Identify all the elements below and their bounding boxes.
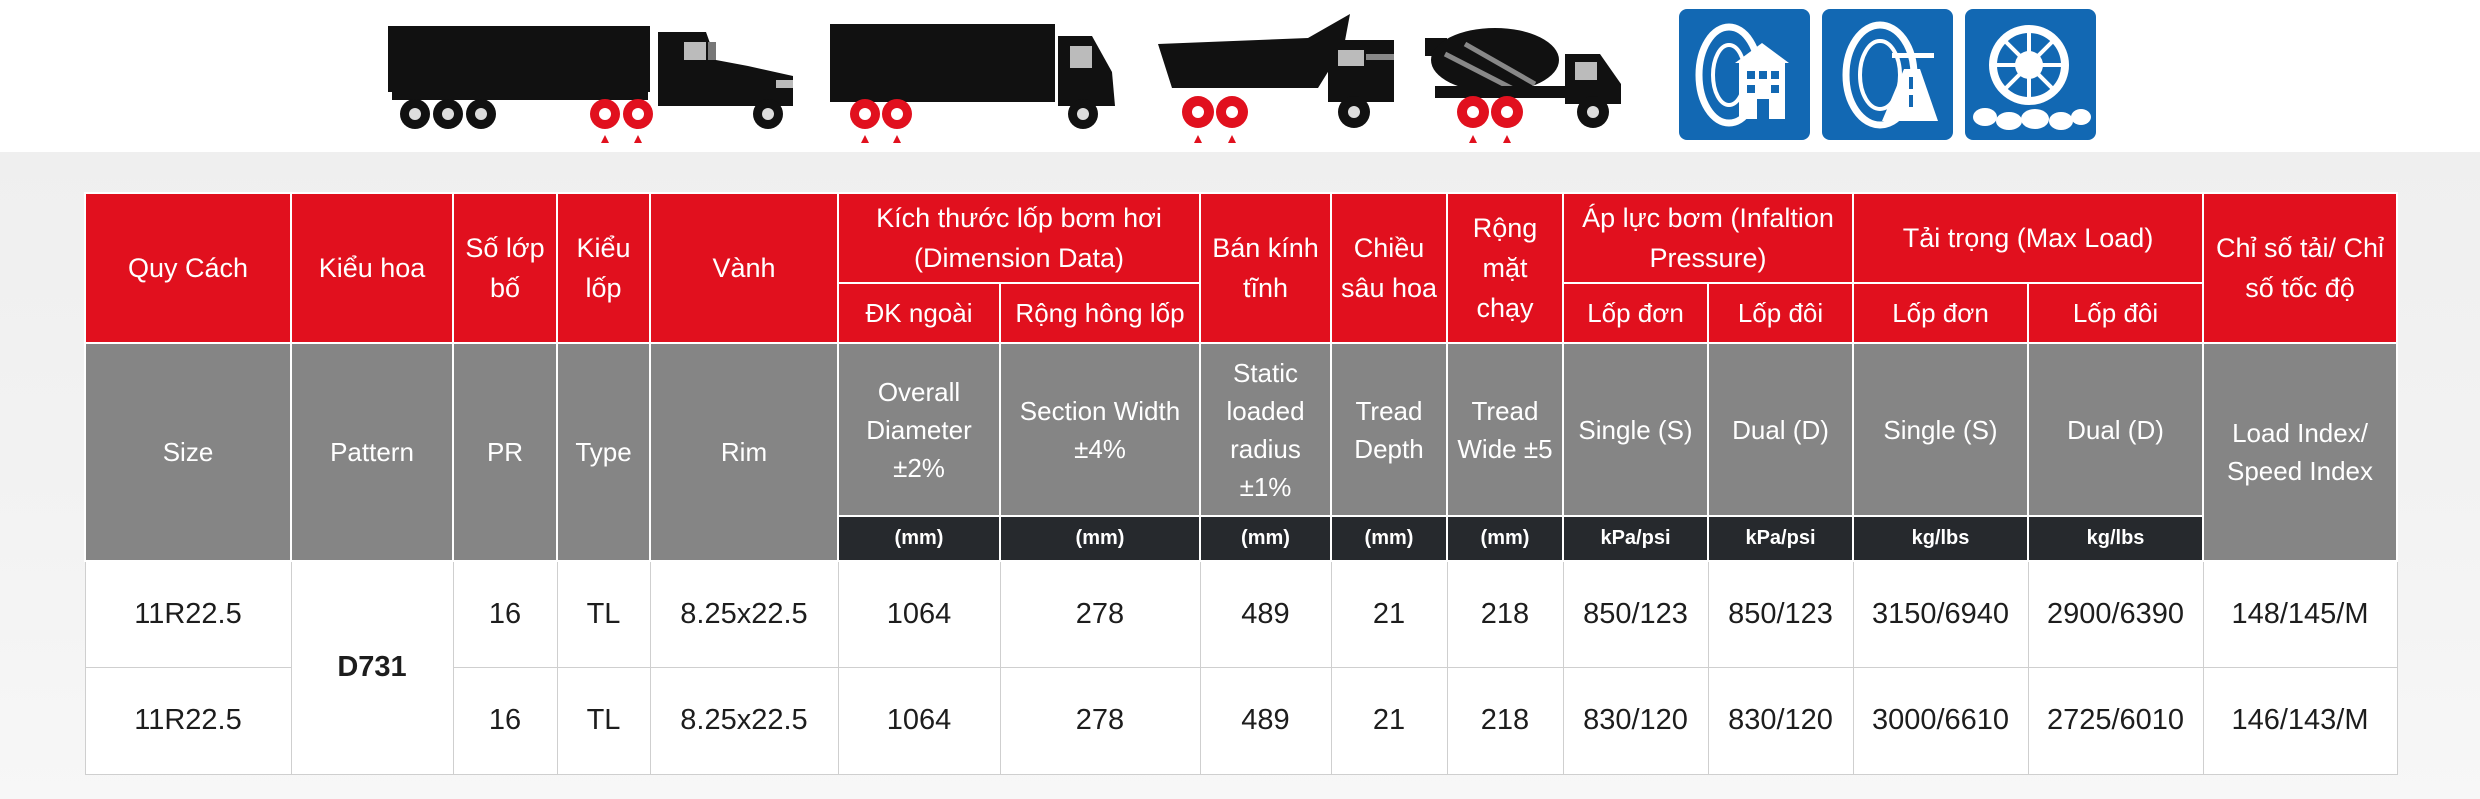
urban-road-tire-icon	[1679, 9, 1810, 140]
header-section-width-vi: Rộng hông lốp	[999, 282, 1201, 344]
header-pr-vi: Số lớp bố	[452, 192, 558, 344]
header-inflation-single-en: Single (S)	[1562, 342, 1709, 517]
cell-type: TL	[556, 666, 651, 775]
cell-size: 11R22.5	[84, 666, 292, 775]
cell-inflation-dual: 850/123	[1707, 560, 1854, 668]
cell-pattern: D731	[290, 560, 454, 775]
header-index-en: Load Index/ Speed Index	[2202, 342, 2399, 562]
cell-rim: 8.25x22.5	[649, 560, 839, 668]
cell-load-single: 3000/6610	[1852, 666, 2029, 775]
header-inflation-dual-vi: Lốp đôi	[1707, 282, 1854, 344]
header-inflation-dual-en: Dual (D)	[1707, 342, 1854, 517]
cell-pr: 16	[452, 560, 558, 668]
header-row-en: Size Pattern PR Type Rim Overall Diamete…	[84, 342, 2399, 562]
header-pr-en: PR	[452, 342, 558, 562]
cell-size: 11R22.5	[84, 560, 292, 668]
cell-section-width: 278	[999, 666, 1201, 775]
units-row: (mm) (mm) (mm) (mm) (mm) kPa/psi kPa/psi…	[85, 515, 2397, 562]
unit-load-dual: kg/lbs	[2026, 515, 2205, 562]
cell-rim: 8.25x22.5	[649, 666, 839, 775]
header-tread-wide-en: Tread Wide ±5	[1446, 342, 1564, 517]
header-pattern-vi: Kiểu hoa	[290, 192, 454, 344]
header-dimension-vi: Kích thước lốp bơm hơi (Dimension Data)	[837, 192, 1201, 284]
unit-tread-depth: (mm)	[1330, 515, 1448, 562]
cell-tread-depth: 21	[1330, 560, 1448, 668]
header-inflation-vi: Áp lực bơm (Infaltion Pressure)	[1562, 192, 1854, 284]
tire-spec-table: Quy Cách Kiểu hoa Số lớp bố Kiểu lốp Vàn…	[84, 192, 2399, 775]
cell-static-radius: 489	[1199, 666, 1332, 775]
unit-inflation-single: kPa/psi	[1562, 515, 1709, 562]
semi-truck-icon	[388, 14, 798, 144]
header-overall-diameter-vi: ĐK ngoài	[837, 282, 1001, 344]
header-row-vi: Quy Cách Kiểu hoa Số lớp bố Kiểu lốp Vàn…	[84, 192, 2399, 344]
unit-overall-diameter: (mm)	[837, 515, 1001, 562]
header-rim-en: Rim	[649, 342, 839, 562]
cell-inflation-dual: 830/120	[1707, 666, 1854, 775]
table-row: 11R22.5 D731 16 TL 8.25x22.5 1064 278 48…	[84, 560, 2398, 775]
header-max-load-vi: Tải trọng (Max Load)	[1851, 192, 2205, 284]
cell-overall-diameter: 1064	[837, 560, 1001, 668]
header-tread-depth-vi: Chiều sâu hoa	[1330, 192, 1448, 344]
cell-section-width: 278	[999, 560, 1201, 668]
header-tread-wide-vi: Rộng mặt chạy	[1446, 192, 1564, 344]
header-inflation-single-vi: Lốp đơn	[1562, 282, 1709, 344]
offroad-tire-icon	[1965, 9, 2096, 140]
table-row: 11R22.5 16 TL 8.25x22.5 1064 278 489 21 …	[84, 666, 2398, 775]
cell-tread-depth: 21	[1330, 666, 1448, 775]
cell-tread-wide: 218	[1446, 560, 1564, 668]
cell-load-dual: 2900/6390	[2027, 560, 2204, 668]
cell-tread-wide: 218	[1446, 666, 1564, 775]
cell-inflation-single: 850/123	[1562, 560, 1709, 668]
cell-pr: 16	[452, 666, 558, 775]
unit-load-single: kg/lbs	[1852, 515, 2029, 562]
header-type-en: Type	[556, 342, 651, 562]
header-load-single-en: Single (S)	[1852, 342, 2029, 517]
cell-load-dual: 2725/6010	[2027, 666, 2204, 775]
header-tread-depth-en: Tread Depth	[1330, 342, 1448, 517]
header-section-width-en: Section Width ±4%	[999, 342, 1201, 517]
header-pattern-en: Pattern	[290, 342, 454, 562]
header-load-single-vi: Lốp đơn	[1852, 282, 2029, 344]
box-truck-icon	[830, 14, 1120, 144]
unit-inflation-dual: kPa/psi	[1707, 515, 1854, 562]
highway-tire-icon	[1822, 9, 1953, 140]
unit-static-radius: (mm)	[1199, 515, 1332, 562]
cell-type: TL	[556, 560, 651, 668]
header-static-radius-vi: Bán kính tĩnh	[1199, 192, 1332, 344]
header-subrow-vi: ĐK ngoài Rộng hông lốp Lốp đơn Lốp đôi L…	[85, 282, 2397, 344]
header-load-dual-vi: Lốp đôi	[2026, 282, 2205, 344]
header-index-vi: Chỉ số tải/ Chỉ số tốc độ	[2202, 192, 2399, 344]
cell-inflation-single: 830/120	[1562, 666, 1709, 775]
header-size-vi: Quy Cách	[84, 192, 292, 344]
unit-tread-wide: (mm)	[1446, 515, 1564, 562]
unit-section-width: (mm)	[999, 515, 1201, 562]
cell-overall-diameter: 1064	[837, 666, 1001, 775]
cell-static-radius: 489	[1199, 560, 1332, 668]
header-static-radius-en: Static loaded radius ±1%	[1199, 342, 1332, 517]
header-overall-diameter-en: Overall Diameter ±2%	[837, 342, 1001, 517]
dump-truck-icon	[1158, 14, 1398, 144]
cell-index: 148/145/M	[2202, 560, 2398, 668]
header-type-vi: Kiểu lốp	[556, 192, 651, 344]
cell-index: 146/143/M	[2202, 666, 2398, 775]
header-size-en: Size	[84, 342, 292, 562]
header-rim-vi: Vành	[649, 192, 839, 344]
cement-mixer-icon	[1425, 14, 1625, 144]
header-load-dual-en: Dual (D)	[2026, 342, 2205, 517]
cell-load-single: 3150/6940	[1852, 560, 2029, 668]
